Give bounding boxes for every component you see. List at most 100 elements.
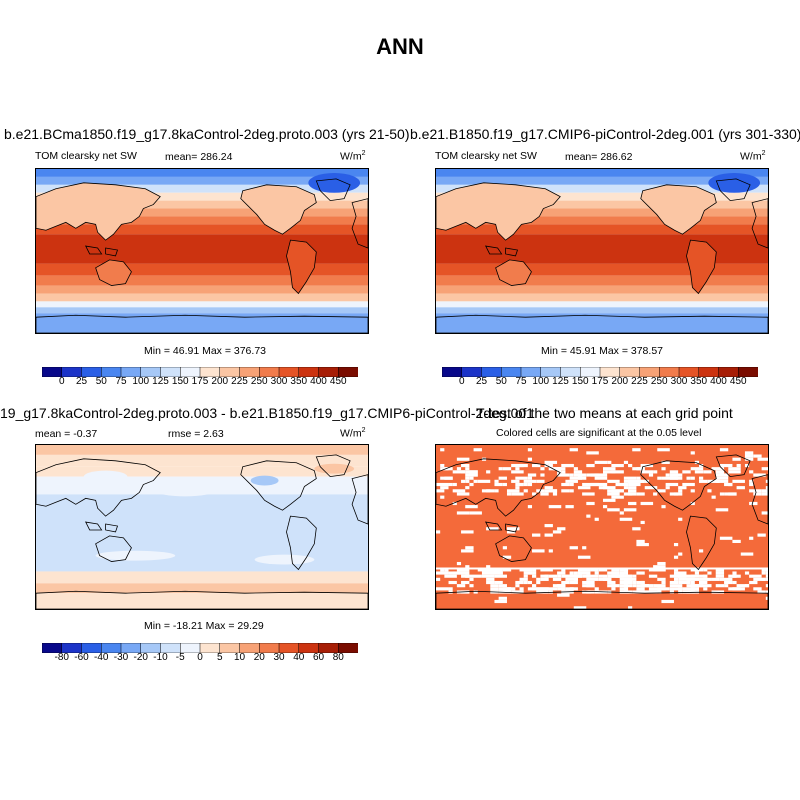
nonsignificant-cell bbox=[519, 587, 524, 591]
nonsignificant-cell bbox=[636, 590, 649, 594]
nonsignificant-cell bbox=[569, 580, 578, 585]
panel-3-colorbar bbox=[41, 640, 359, 654]
colorbar-3-tick-label: 0 bbox=[197, 652, 203, 663]
nonsignificant-cell bbox=[607, 460, 612, 464]
nonsignificant-cell bbox=[711, 495, 716, 499]
nonsignificant-cell bbox=[640, 479, 645, 483]
nonsignificant-cell bbox=[511, 463, 524, 468]
nonsignificant-cell bbox=[506, 587, 512, 591]
nonsignificant-cell bbox=[632, 584, 637, 588]
colorbar-2-tick-label: 250 bbox=[650, 376, 668, 387]
nonsignificant-cell bbox=[552, 530, 562, 534]
nonsignificant-cell bbox=[569, 482, 574, 487]
nonsignificant-cell bbox=[632, 448, 641, 452]
nonsignificant-cell bbox=[703, 568, 708, 572]
nonsignificant-cell bbox=[607, 508, 620, 512]
nonsignificant-cell bbox=[582, 482, 595, 487]
nonsignificant-cell bbox=[498, 467, 503, 471]
nonsignificant-cell bbox=[452, 470, 466, 474]
nonsignificant-cell bbox=[565, 577, 578, 581]
nonsignificant-cell bbox=[444, 476, 453, 480]
nonsignificant-cell bbox=[619, 571, 629, 575]
nonsignificant-cell bbox=[561, 489, 570, 493]
nonsignificant-cell bbox=[628, 463, 633, 468]
nonsignificant-cell bbox=[498, 571, 503, 575]
nonsignificant-cell bbox=[657, 448, 670, 452]
nonsignificant-cell bbox=[573, 571, 578, 575]
colorbar-2-tick-label: 400 bbox=[710, 376, 727, 387]
nonsignificant-cell bbox=[699, 584, 712, 588]
nonsignificant-cell bbox=[749, 479, 754, 483]
nonsignificant-cell bbox=[690, 451, 695, 455]
nonsignificant-cell bbox=[561, 584, 566, 588]
nonsignificant-cell bbox=[678, 574, 687, 578]
nonsignificant-cell bbox=[582, 492, 595, 496]
nonsignificant-cell bbox=[448, 587, 453, 591]
nonsignificant-cell bbox=[440, 476, 449, 480]
nonsignificant-cell bbox=[602, 577, 612, 581]
nonsignificant-cell bbox=[607, 580, 616, 585]
difference-patch bbox=[254, 554, 315, 565]
nonsignificant-cell bbox=[540, 467, 545, 471]
nonsignificant-cell bbox=[486, 577, 495, 581]
colorbar-3-tick-label: 30 bbox=[273, 652, 285, 663]
nonsignificant-cell bbox=[719, 492, 725, 496]
nonsignificant-cell bbox=[527, 482, 533, 487]
nonsignificant-cell bbox=[644, 479, 649, 483]
field-band bbox=[436, 263, 768, 276]
field-band bbox=[36, 313, 368, 333]
coastline bbox=[286, 515, 317, 571]
colorbar-1-tick-label: 25 bbox=[75, 376, 88, 387]
nonsignificant-cell bbox=[719, 448, 729, 452]
nonsignificant-cell bbox=[628, 574, 633, 578]
nonsignificant-cell bbox=[619, 584, 629, 588]
nonsignificant-cell bbox=[486, 470, 491, 474]
nonsignificant-cell bbox=[707, 571, 712, 575]
nonsignificant-cell bbox=[515, 580, 524, 585]
nonsignificant-cell bbox=[715, 508, 729, 512]
nonsignificant-cell bbox=[699, 549, 704, 553]
nonsignificant-cell bbox=[536, 580, 541, 585]
nonsignificant-cell bbox=[661, 599, 674, 604]
nonsignificant-cell bbox=[623, 476, 637, 480]
nonsignificant-cell bbox=[465, 574, 470, 578]
nonsignificant-cell bbox=[719, 577, 733, 581]
nonsignificant-cell bbox=[540, 492, 549, 496]
nonsignificant-cell bbox=[669, 584, 683, 588]
nonsignificant-cell bbox=[757, 533, 766, 537]
nonsignificant-cell bbox=[473, 473, 478, 477]
field-band bbox=[436, 176, 768, 185]
nonsignificant-cell bbox=[744, 584, 750, 588]
nonsignificant-cell bbox=[636, 479, 645, 483]
nonsignificant-cell bbox=[573, 606, 587, 609]
coastline bbox=[495, 535, 532, 562]
nonsignificant-cell bbox=[619, 568, 629, 572]
colorbar-3-tick-label: 80 bbox=[332, 652, 344, 663]
colorbar-1-tick-label: 450 bbox=[329, 376, 347, 387]
field-band bbox=[36, 494, 368, 572]
nonsignificant-cell bbox=[440, 486, 449, 490]
nonsignificant-cell bbox=[728, 467, 741, 471]
nonsignificant-cell bbox=[511, 492, 524, 496]
nonsignificant-cell bbox=[699, 463, 704, 468]
nonsignificant-cell bbox=[699, 476, 704, 480]
nonsignificant-cell bbox=[640, 501, 654, 506]
nonsignificant-cell bbox=[678, 577, 691, 581]
nonsignificant-cell bbox=[469, 574, 482, 578]
nonsignificant-cell bbox=[640, 580, 645, 585]
nonsignificant-cell bbox=[461, 463, 470, 468]
nonsignificant-cell bbox=[690, 574, 700, 578]
nonsignificant-cell bbox=[573, 467, 578, 471]
nonsignificant-cell bbox=[765, 577, 768, 581]
field-band bbox=[36, 571, 368, 584]
nonsignificant-cell bbox=[461, 574, 470, 578]
nonsignificant-cell bbox=[523, 489, 528, 493]
nonsignificant-cell bbox=[765, 596, 768, 600]
nonsignificant-cell bbox=[673, 568, 679, 572]
nonsignificant-cell bbox=[682, 470, 691, 474]
nonsignificant-cell bbox=[540, 577, 549, 581]
nonsignificant-cell bbox=[611, 470, 624, 474]
nonsignificant-cell bbox=[686, 590, 695, 594]
nonsignificant-cell bbox=[728, 470, 741, 474]
nonsignificant-cell bbox=[573, 577, 578, 581]
